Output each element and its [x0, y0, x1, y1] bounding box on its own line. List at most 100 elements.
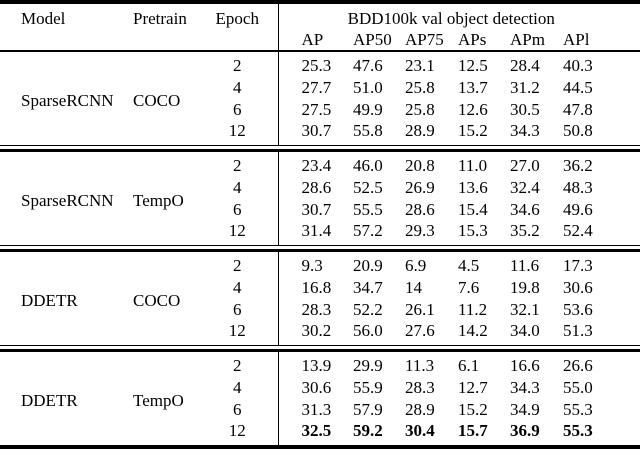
metric-cell: 27.0 [510, 156, 540, 175]
metric-cell: 51.3 [563, 321, 593, 340]
pretrain-cell: TempO [133, 190, 184, 210]
metric-cell: 26.1 [405, 299, 435, 319]
metric-cell: 12.7 [458, 377, 488, 397]
pretrain-cell: COCO [133, 90, 181, 110]
epoch-cell: 4 [233, 377, 242, 397]
separator-rule [0, 245, 640, 252]
table-header: Model Pretrain Epoch BDD100k val object … [0, 2, 640, 51]
table-row: DDETR COCO 2 9.3 20.9 6.9 4.5 11.6 17.3 [0, 252, 640, 310]
metric-cell: 27.6 [405, 321, 435, 340]
metric-cell: 31.4 [277, 220, 350, 245]
epoch-cell: 4 [233, 177, 242, 197]
table-row: DDETR TempO 2 13.9 29.9 11.3 6.1 16.6 26.6 [0, 352, 640, 410]
metric-cell: 27.5 [277, 98, 350, 120]
metric-cell: 40.3 [563, 56, 593, 75]
metric-cell: 25.8 [405, 77, 435, 97]
metric-cell: 15.3 [458, 221, 488, 240]
metric-cell: 32.4 [510, 177, 540, 197]
metric-cell: 57.2 [353, 221, 383, 240]
metric-cell: 28.6 [405, 199, 435, 219]
epoch-cell: 12 [228, 221, 246, 240]
metric-cell: 11.0 [458, 156, 488, 175]
metric-cell: 15.4 [458, 199, 488, 219]
table-row: 6 31.3 57.9 28.9 15.2 34.9 55.3 [0, 398, 640, 420]
metric-cell: 15.7 [458, 421, 488, 440]
result-block: SparseRCNN COCO 2 25.3 47.6 23.1 12.5 28.4 40.3 4… [0, 51, 640, 145]
metric-cell: 47.8 [563, 99, 593, 119]
metric-cell: 11.2 [458, 299, 488, 319]
block-separator [0, 345, 640, 352]
col-group-header-bdd100k: BDD100k val object detection [277, 2, 640, 29]
metric-cell: 34.0 [510, 321, 540, 340]
header-spacer [0, 29, 278, 51]
metric-cell: 11.3 [405, 356, 435, 375]
metric-cell: 11.6 [510, 256, 540, 275]
metric-cell: 34.9 [510, 399, 540, 419]
col-header-model: Model [21, 9, 66, 28]
metric-cell: 51.0 [353, 77, 383, 97]
epoch-cell: 12 [228, 321, 246, 340]
metric-cell: 13.7 [458, 77, 488, 97]
metric-cell: 17.3 [563, 256, 593, 275]
metric-cell: 13.6 [458, 177, 488, 197]
result-block: SparseRCNN TempO 2 23.4 46.0 20.8 11.0 27.0 36.2… [0, 152, 640, 245]
metric-cell: 26.6 [563, 356, 593, 375]
table-row: 4 16.8 34.7 14 7.6 19.8 30.6 [0, 276, 640, 298]
epoch-cell: 12 [228, 421, 246, 440]
metric-cell: 26.9 [405, 177, 435, 197]
metric-cell: 15.2 [458, 121, 488, 140]
metric-cell: 4.5 [458, 256, 480, 275]
metric-cell: 28.9 [405, 121, 435, 140]
table-row: 12 30.7 55.8 28.9 15.2 34.3 50.8 [0, 120, 640, 145]
epoch-cell: 2 [233, 356, 242, 375]
table-row: 12 30.2 56.0 27.6 14.2 34.0 51.3 [0, 320, 640, 345]
metric-cell: 12.6 [458, 99, 488, 119]
table-row: 4 28.6 52.5 26.9 13.6 32.4 48.3 [0, 176, 640, 198]
metric-cell: 46.0 [353, 156, 383, 175]
table-row: 6 27.5 49.9 25.8 12.6 30.5 47.8 [0, 98, 640, 120]
results-table: Model Pretrain Epoch BDD100k val object … [0, 0, 640, 449]
metric-cell: 53.6 [563, 299, 593, 319]
metric-cell: 25.8 [405, 99, 435, 119]
metric-cell: 55.3 [563, 421, 593, 440]
metric-cell: 31.2 [510, 77, 540, 97]
metric-cell: 12.5 [458, 56, 488, 75]
pretrain-cell: TempO [133, 390, 184, 410]
epoch-cell: 4 [233, 277, 242, 297]
metric-cell: 44.5 [563, 77, 593, 97]
metric-cell: 36.9 [510, 421, 540, 440]
metric-cell: 30.7 [277, 198, 350, 220]
metric-cell: 14.2 [458, 321, 488, 340]
metric-cell: 30.4 [405, 421, 435, 440]
metric-cell: 20.8 [405, 156, 435, 175]
model-cell: SparseRCNN [21, 90, 114, 110]
metric-cell: 36.2 [563, 156, 593, 175]
metric-cell: 55.3 [563, 399, 593, 419]
metric-cell: 32.5 [277, 420, 350, 447]
metric-cell: 28.6 [277, 176, 350, 198]
epoch-cell: 2 [233, 156, 242, 175]
metric-cell: 55.5 [353, 199, 383, 219]
metric-cell: 30.5 [510, 99, 540, 119]
metric-cell: 52.2 [353, 299, 383, 319]
epoch-cell: 6 [233, 199, 242, 219]
metric-cell: 28.3 [277, 298, 350, 320]
metric-cell: 32.1 [510, 299, 540, 319]
table-row: 4 30.6 55.9 28.3 12.7 34.3 55.0 [0, 376, 640, 398]
metric-cell: 56.0 [353, 321, 383, 340]
metric-cell: 47.6 [353, 56, 383, 75]
model-cell: DDETR [21, 290, 78, 310]
metric-cell: 13.9 [277, 352, 350, 376]
metric-cell: 30.7 [277, 120, 350, 145]
epoch-cell: 4 [233, 77, 242, 97]
metric-cell: 25.3 [277, 51, 350, 76]
table-row: 6 28.3 52.2 26.1 11.2 32.1 53.6 [0, 298, 640, 320]
metric-cell: 49.6 [563, 199, 593, 219]
table-row: 12 32.5 59.2 30.4 15.7 36.9 55.3 [0, 420, 640, 447]
pretrain-cell: COCO [133, 290, 181, 310]
metric-cell: 6.1 [458, 356, 480, 375]
metric-cell: 55.0 [563, 377, 593, 397]
metric-cell: 9.3 [277, 252, 350, 276]
metric-cell: 57.9 [353, 399, 383, 419]
metric-cell: 35.2 [510, 221, 540, 240]
